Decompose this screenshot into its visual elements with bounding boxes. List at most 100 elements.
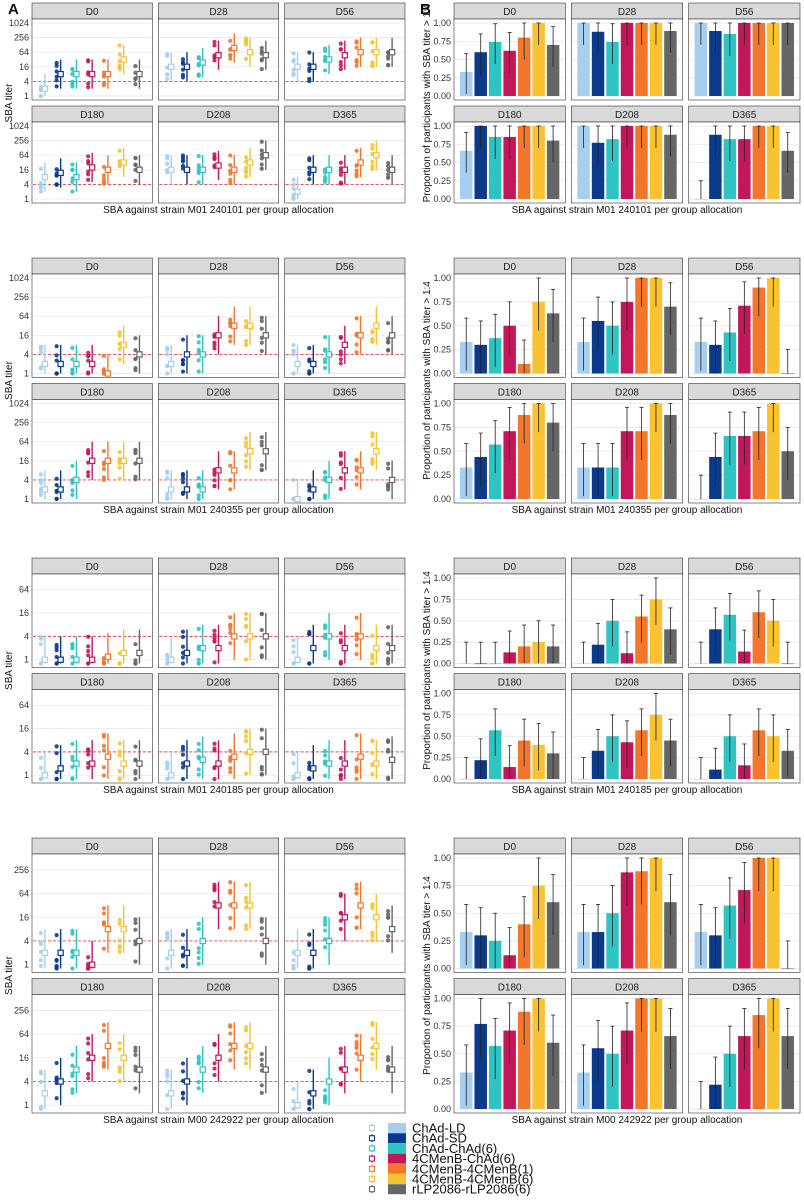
bar <box>781 663 794 665</box>
data-point <box>354 733 359 738</box>
legend-point-key <box>368 1175 376 1183</box>
bar <box>664 414 677 499</box>
y-tick-label: 1.00 <box>433 273 451 283</box>
data-point <box>259 340 264 345</box>
bar <box>752 1015 766 1109</box>
bar <box>664 1036 677 1109</box>
data-point <box>86 371 91 376</box>
data-point <box>101 911 107 916</box>
data-point <box>212 746 217 751</box>
facet-titer-242922-d208: D208 <box>158 978 279 1114</box>
data-point <box>354 891 359 896</box>
median-marker <box>215 902 222 909</box>
facet-d208-strip-label: D208 <box>615 678 639 689</box>
data-point <box>133 658 138 663</box>
bar <box>635 431 648 499</box>
data-point <box>38 957 43 963</box>
facet-titer-240185-d180: D180 1 4 16 64 <box>19 673 153 784</box>
median-marker <box>262 748 269 756</box>
data-point <box>307 76 312 81</box>
y-tick-label: 1024 <box>9 18 29 28</box>
legend-label: rLP2086-rLP2086(6) <box>412 1182 531 1197</box>
data-point <box>86 653 91 658</box>
data-point <box>243 436 249 441</box>
data-point <box>291 182 296 187</box>
facet-titer-240355-d56: D56 <box>284 257 406 378</box>
data-point <box>117 357 122 362</box>
median-marker <box>325 351 333 358</box>
data-point <box>165 766 170 771</box>
data-point <box>86 350 91 355</box>
median-marker <box>310 166 317 173</box>
data-point <box>117 753 122 758</box>
data-point <box>228 626 233 632</box>
data-point <box>386 749 391 754</box>
median-marker <box>168 63 175 70</box>
data-point <box>133 1045 138 1050</box>
data-point <box>370 330 375 335</box>
bar <box>532 126 545 199</box>
median-marker <box>183 760 191 767</box>
data-point <box>117 938 122 943</box>
data-point <box>38 1079 43 1084</box>
median-marker <box>88 1054 96 1061</box>
data-point <box>70 168 75 173</box>
data-point <box>165 347 170 353</box>
data-point <box>133 959 138 964</box>
data-point <box>54 482 59 488</box>
data-point <box>307 932 312 937</box>
data-point <box>259 139 264 144</box>
median-marker <box>73 70 80 78</box>
bar <box>532 23 545 96</box>
data-point <box>70 81 75 87</box>
data-point <box>322 68 328 73</box>
data-point <box>212 1061 217 1066</box>
data-point <box>133 474 138 479</box>
data-point <box>291 57 296 62</box>
data-point <box>101 946 107 951</box>
y-tick-label: 0.50 <box>433 1049 451 1059</box>
data-point <box>386 466 391 471</box>
median-marker <box>388 476 396 484</box>
data-point <box>307 1106 312 1112</box>
data-point <box>386 912 391 917</box>
data-point <box>180 963 186 968</box>
legend-bar-key <box>388 1153 406 1164</box>
median-marker <box>325 56 333 63</box>
chart-titer-240101: D0 1 4 16 64 256 1024 D28 D56 D180 1 4 16 64 256 1024 D2… <box>4 2 406 216</box>
data-point <box>101 466 107 472</box>
y-tick-label: 0.75 <box>433 594 451 604</box>
bar <box>767 23 780 96</box>
data-point <box>133 1052 138 1058</box>
median-marker <box>357 1054 364 1061</box>
facet-prop-240185-d56: D56 <box>688 557 801 668</box>
bar <box>474 663 487 665</box>
data-point <box>196 926 201 932</box>
data-point <box>322 922 328 927</box>
y-tick-label: 0.75 <box>433 1021 451 1031</box>
bar <box>532 301 545 374</box>
data-point <box>259 166 264 171</box>
y-tick-label: 0.25 <box>433 176 451 186</box>
data-point <box>322 470 328 475</box>
data-point <box>370 60 375 65</box>
y-axis-title: SBA titer <box>4 360 15 400</box>
median-marker <box>341 52 349 59</box>
data-point <box>70 931 75 936</box>
facet-titer-240185-d365: D365 <box>284 673 406 784</box>
data-point <box>354 1033 359 1038</box>
y-tick-label: 4 <box>24 475 29 485</box>
data-point <box>243 771 249 776</box>
data-point <box>54 78 59 83</box>
y-tick-label: 4 <box>24 349 29 359</box>
bar <box>752 287 766 374</box>
facet-prop-240355-d180: D180 0.00 0.25 0.50 0.75 1.00 <box>433 383 566 504</box>
data-point <box>133 661 138 666</box>
data-point <box>101 176 107 182</box>
y-tick-label: 0.00 <box>433 659 451 669</box>
median-marker <box>262 52 269 59</box>
median-marker <box>168 166 175 173</box>
data-point <box>38 189 43 194</box>
facet-d180-strip-label: D180 <box>80 678 104 689</box>
data-point <box>259 767 264 772</box>
